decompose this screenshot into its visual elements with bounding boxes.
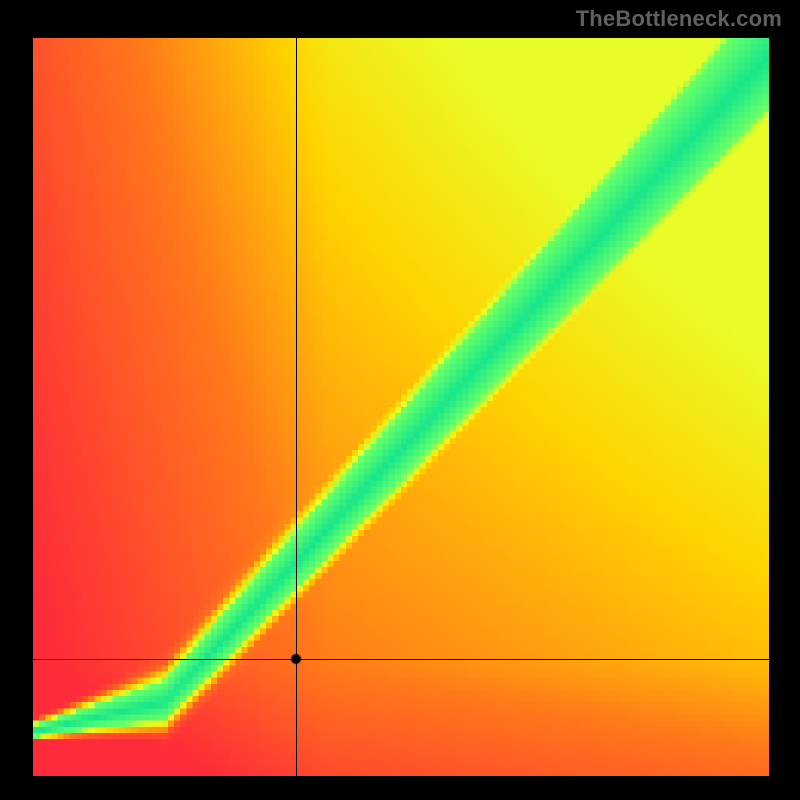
- crosshair-point: [290, 653, 302, 665]
- bottleneck-heatmap: [33, 38, 769, 776]
- stage: TheBottleneck.com: [0, 0, 800, 800]
- crosshair-horizontal: [33, 659, 769, 660]
- watermark-text: TheBottleneck.com: [576, 6, 782, 32]
- crosshair-vertical: [296, 38, 297, 776]
